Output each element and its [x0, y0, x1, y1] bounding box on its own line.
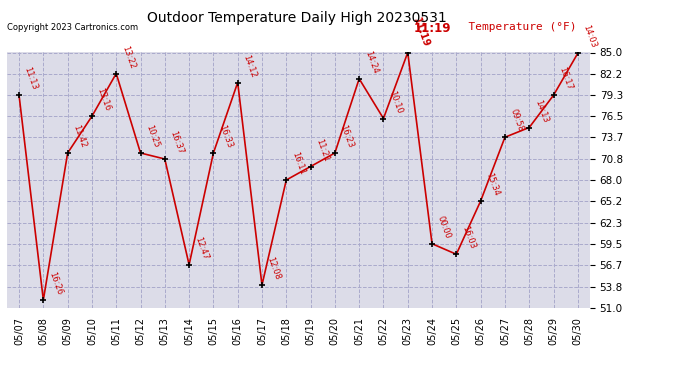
Text: 14:24: 14:24: [363, 50, 380, 75]
Text: 12:47: 12:47: [193, 236, 209, 261]
Text: 16:33: 16:33: [217, 123, 234, 149]
Text: 16:26: 16:26: [47, 271, 63, 296]
Text: 16:17: 16:17: [557, 66, 574, 92]
Text: 11:13: 11:13: [23, 66, 39, 92]
Text: 15:34: 15:34: [484, 172, 501, 197]
Text: Copyright 2023 Cartronics.com: Copyright 2023 Cartronics.com: [7, 22, 138, 32]
Text: 16:03: 16:03: [460, 225, 477, 251]
Text: 09:58: 09:58: [509, 108, 525, 134]
Text: 14:12: 14:12: [241, 53, 258, 79]
Text: 12:08: 12:08: [266, 256, 282, 281]
Text: 14:03: 14:03: [582, 24, 598, 50]
Text: 14:13: 14:13: [533, 98, 549, 124]
Text: Temperature (°F): Temperature (°F): [455, 22, 577, 33]
Text: 00:00: 00:00: [435, 214, 452, 240]
Text: 10:10: 10:10: [387, 89, 404, 115]
Text: 16:11: 16:11: [290, 151, 306, 176]
Text: 16:23: 16:23: [339, 124, 355, 149]
Text: 11:42: 11:42: [71, 124, 88, 149]
Text: 11:19: 11:19: [414, 22, 451, 36]
Text: 11:21: 11:21: [314, 137, 331, 163]
Text: Outdoor Temperature Daily High 20230531: Outdoor Temperature Daily High 20230531: [147, 11, 446, 25]
Text: 13:16: 13:16: [96, 87, 112, 112]
Text: 13:22: 13:22: [120, 44, 137, 70]
Text: 10:25: 10:25: [144, 124, 161, 149]
Text: 16:37: 16:37: [168, 129, 185, 155]
Text: 11:19: 11:19: [411, 16, 431, 49]
